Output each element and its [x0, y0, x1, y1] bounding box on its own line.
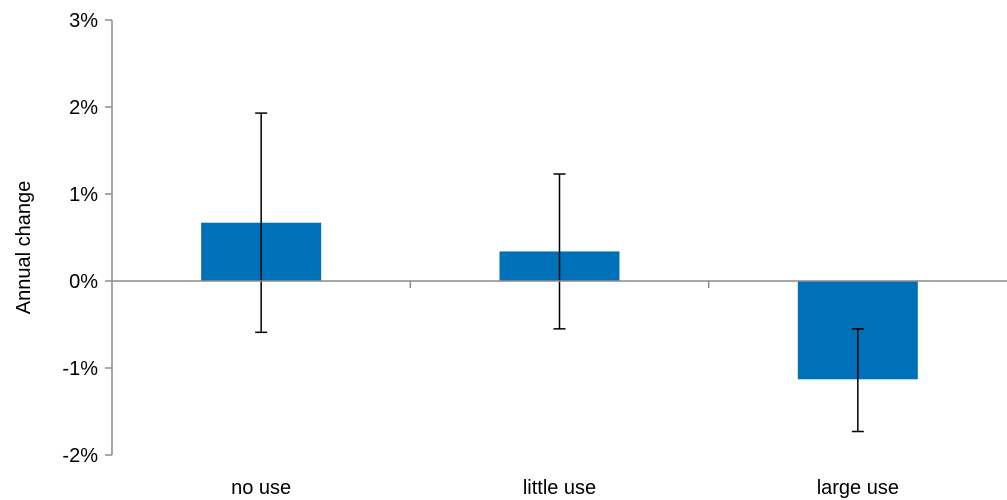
- y-tick-label: -2%: [62, 445, 98, 467]
- y-tick-label: 1%: [69, 184, 98, 206]
- y-tick-label: 2%: [69, 97, 98, 119]
- x-tick-label: little use: [523, 477, 596, 499]
- y-axis-ticks: 3% 2% 1% 0% -1% -2%: [62, 10, 112, 467]
- x-axis-ticks: [409, 281, 710, 288]
- error-bars: [255, 112, 864, 433]
- y-tick-label: 3%: [69, 10, 98, 32]
- x-tick-label: large use: [817, 477, 899, 499]
- y-tick-label: 0%: [69, 271, 98, 293]
- y-axis-title: Annual change: [13, 181, 35, 314]
- x-axis-labels: no use little use large use: [231, 477, 899, 499]
- x-tick-label: no use: [231, 477, 291, 499]
- y-tick-label: -1%: [62, 358, 98, 380]
